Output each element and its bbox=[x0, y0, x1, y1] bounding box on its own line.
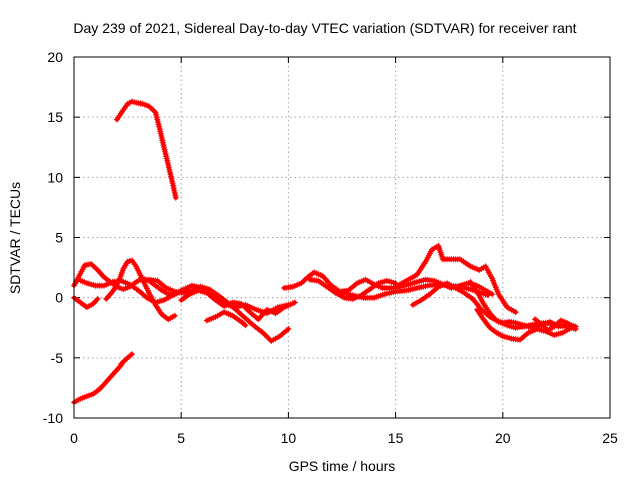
axis-ticks: 0 5 10 15 20 25 -10 -5 0 5 10 15 20 bbox=[43, 49, 618, 446]
series-sat-i bbox=[178, 287, 298, 323]
series-markers bbox=[113, 98, 179, 201]
y-tick-label: 5 bbox=[55, 230, 63, 246]
series-sat-b bbox=[71, 362, 125, 406]
data-series-group bbox=[71, 98, 579, 406]
x-tick-label: 20 bbox=[495, 430, 511, 446]
x-tick-label: 5 bbox=[177, 430, 185, 446]
series-sat-c bbox=[118, 351, 135, 367]
series-markers bbox=[467, 279, 579, 331]
series-markers bbox=[71, 294, 101, 311]
series-markers bbox=[178, 287, 298, 323]
y-tick-label: 15 bbox=[47, 109, 63, 125]
series-sat-e bbox=[71, 294, 101, 311]
x-tick-label: 10 bbox=[281, 430, 297, 446]
series-sat-n bbox=[392, 242, 519, 316]
series-markers bbox=[118, 351, 135, 367]
series-sat-r bbox=[532, 316, 577, 334]
series-markers bbox=[203, 309, 249, 329]
series-markers bbox=[392, 242, 519, 316]
series-markers bbox=[71, 362, 125, 406]
y-tick-label: -5 bbox=[51, 350, 64, 366]
series-sat-a bbox=[113, 98, 179, 201]
plot-frame bbox=[73, 56, 611, 419]
y-tick-label: 20 bbox=[47, 49, 63, 65]
x-tick-label: 15 bbox=[388, 430, 404, 446]
grid-lines bbox=[74, 57, 610, 418]
y-tick-label: 0 bbox=[55, 290, 63, 306]
x-tick-label: 25 bbox=[602, 430, 618, 446]
series-sat-j bbox=[203, 309, 249, 329]
x-axis-label: GPS time / hours bbox=[289, 458, 396, 474]
y-tick-label: 10 bbox=[47, 169, 63, 185]
chart-title: Day 239 of 2021, Sidereal Day-to-day VTE… bbox=[73, 20, 576, 36]
y-tick-label: -10 bbox=[43, 410, 63, 426]
x-tick-label: 0 bbox=[70, 430, 78, 446]
y-axis-label: SDTVAR / TECUs bbox=[7, 182, 23, 294]
series-sat-l bbox=[306, 276, 399, 302]
series-markers bbox=[532, 316, 577, 334]
